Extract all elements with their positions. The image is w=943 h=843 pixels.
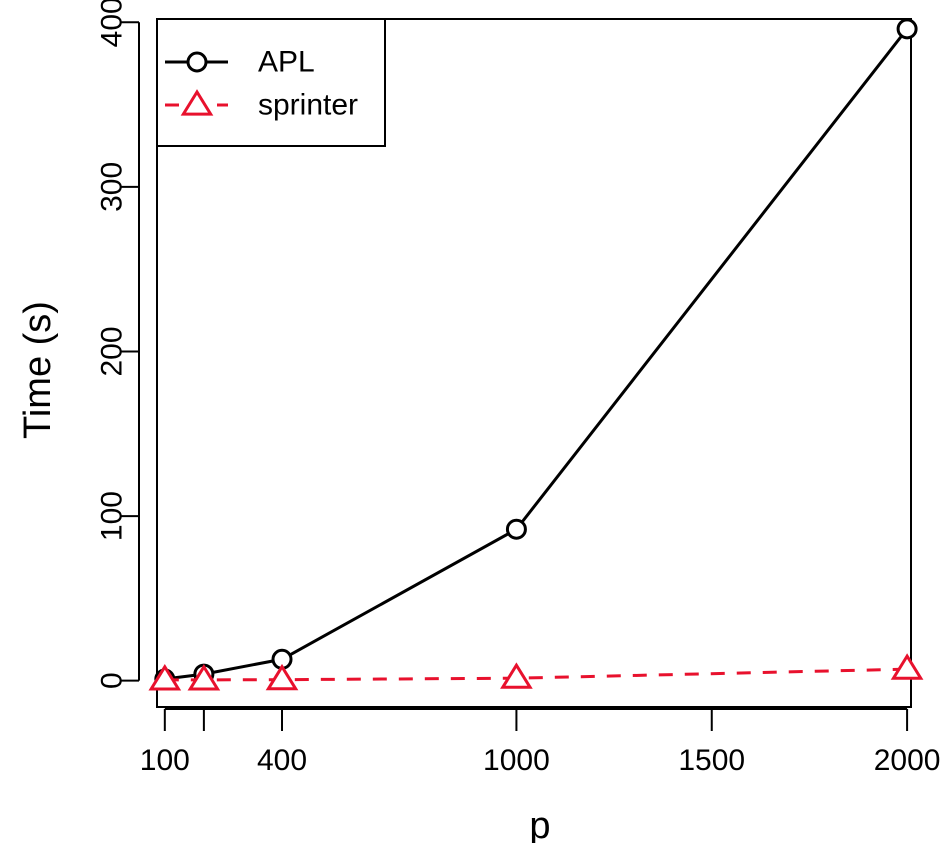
series-layer (148, 18, 924, 691)
y-tick-label: 300 (96, 162, 129, 212)
legend-marker (180, 89, 214, 116)
legend: APL sprinter (156, 18, 386, 147)
legend-item-apl: APL (165, 46, 315, 79)
legend-item-sprinter: sprinter (165, 89, 358, 122)
triangle-marker (187, 663, 221, 691)
legend-box (156, 18, 386, 147)
y-axis: 0 100 200 300 400 (96, 0, 140, 689)
y-tick-label: 200 (96, 326, 129, 376)
triangle-marker (148, 663, 182, 691)
x-tick-label: 100 (140, 744, 190, 777)
legend-label: APL (258, 46, 315, 79)
legend-items: APL sprinter (165, 46, 358, 122)
circle-marker (896, 18, 918, 40)
circle-marker (505, 518, 527, 540)
plot-frame (156, 18, 912, 708)
triangle-marker (890, 653, 924, 680)
x-tick-label: 1500 (678, 744, 745, 777)
x-axis-title: p (529, 805, 550, 843)
legend-label: sprinter (258, 89, 358, 122)
x-tick-label: 2000 (874, 744, 941, 777)
x-tick-label: 1000 (483, 744, 550, 777)
y-axis-title: Time (s) (17, 301, 59, 439)
y-tick-label: 0 (96, 672, 129, 689)
triangle-marker (265, 663, 299, 691)
x-axis: 100 400 1000 1500 2000 (140, 708, 941, 777)
x-tick-label: 400 (257, 744, 307, 777)
triangle-marker (500, 662, 533, 689)
legend-marker (186, 51, 208, 73)
y-tick-label: 400 (96, 0, 129, 47)
series-sprinter (148, 653, 924, 691)
y-tick-label: 100 (96, 491, 129, 541)
